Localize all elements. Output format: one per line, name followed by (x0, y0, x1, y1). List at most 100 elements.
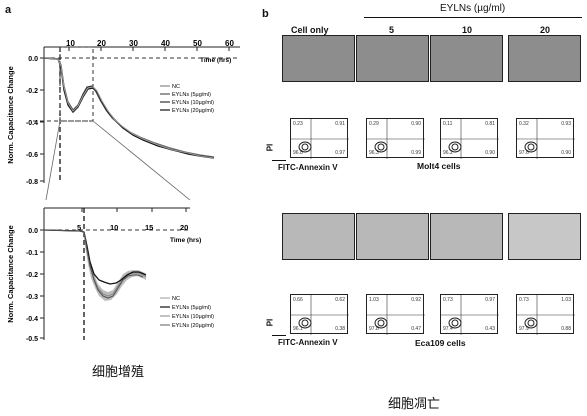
panel-a-caption: 细胞增殖 (92, 361, 144, 380)
bottom-ytick: -0.1 (26, 250, 38, 257)
bottom-ytick: -0.5 (26, 336, 38, 343)
top-ytick: -0.6 (26, 152, 38, 159)
top-xtick: 20 (97, 39, 106, 48)
eca109-pi-label: PI (265, 319, 274, 327)
q-ul: 0.11 (443, 121, 452, 127)
q-ul: 0.23 (293, 121, 303, 127)
bottom-ytick: -0.2 (26, 272, 38, 279)
q-ur: 0.91 (335, 121, 345, 127)
q-lr: 0.97 (335, 150, 345, 156)
bottom-legend-5: EYLNs (5µg/ml) (172, 305, 211, 311)
micrograph-eca109-20 (508, 213, 581, 260)
molt4-pi-label: PI (265, 144, 274, 152)
q-ur: 1.03 (561, 297, 571, 303)
flow-plot-eca109-control: 0.66 0.62 96.1 0.38 (290, 294, 348, 334)
top-legend-5: EYLNs (5µg/ml) (172, 92, 211, 98)
eca109-cells-label: Eca109 cells (415, 338, 466, 348)
q-ll: 97.9 (519, 326, 529, 332)
top-ytick: -0.2 (26, 88, 38, 95)
bottom-xtick: 5 (77, 223, 81, 232)
molt4-cells-label: Molt4 cells (417, 161, 460, 171)
q-lr: 0.43 (485, 326, 495, 332)
top-capacitance-chart: NC EYLNs (5µg/ml) EYLNs (10µg/ml) EYLNs … (0, 0, 270, 200)
bottom-capacitance-chart: NC EYLNs (5µg/ml) EYLNs (10µg/ml) EYLNs … (0, 200, 270, 350)
micrograph-molt4-control (282, 35, 355, 82)
eyln-header: EYLNs (µg/ml) (440, 3, 505, 14)
micrograph-molt4-10 (430, 35, 503, 82)
q-ul: 0.32 (519, 121, 529, 127)
q-ll: 97.4 (443, 326, 453, 332)
q-ur: 0.81 (485, 121, 495, 127)
q-ll: 96.2 (443, 150, 453, 156)
q-ur: 0.92 (411, 297, 421, 303)
q-lr: 0.90 (485, 150, 495, 156)
top-ytick: -0.8 (26, 179, 38, 186)
micrograph-eca109-5 (356, 213, 429, 260)
flow-plot-eca109-20: 0.73 1.03 97.9 0.88 (516, 294, 574, 334)
q-lr: 0.90 (561, 150, 571, 156)
top-legend-10: EYLNs (10µg/ml) (172, 100, 214, 106)
q-ur: 0.93 (561, 121, 571, 127)
top-ylabel: Norm. Capacitance Change (6, 66, 15, 164)
q-ll: 97.6 (519, 150, 529, 156)
col-label-5: 5 (389, 25, 394, 35)
top-ytick: -0.4 (26, 120, 38, 127)
top-legend-20: EYLNs (20µg/ml) (172, 108, 214, 114)
top-xtick: 40 (161, 39, 170, 48)
eca109-annexin-label: FITC-Annexin V (278, 338, 338, 347)
col-label-20: 20 (540, 25, 550, 35)
bottom-legend-nc: NC (172, 296, 180, 302)
bottom-legend-20: EYLNs (20µg/ml) (172, 323, 214, 329)
top-xtick: 10 (66, 39, 75, 48)
q-ul: 0.29 (369, 121, 379, 127)
micrograph-molt4-20 (508, 35, 581, 82)
top-ytick: 0.0 (28, 56, 38, 63)
q-ul: 0.73 (519, 297, 529, 303)
flow-plot-molt4-10: 0.11 0.81 96.2 0.90 (440, 118, 498, 158)
micrograph-eca109-control (282, 213, 355, 260)
bottom-ytick: -0.4 (26, 316, 38, 323)
flow-plot-eca109-10: 0.73 0.97 97.4 0.43 (440, 294, 498, 334)
flow-plot-molt4-5: 0.29 0.90 96.3 0.99 (366, 118, 424, 158)
q-ur: 0.90 (411, 121, 421, 127)
top-xtick: 30 (129, 39, 138, 48)
flow-plot-molt4-20: 0.32 0.93 97.6 0.90 (516, 118, 574, 158)
top-xlabel: Time (hrs) (200, 57, 231, 64)
bottom-xtick: 10 (110, 223, 118, 232)
micrograph-eca109-10 (430, 213, 503, 260)
q-ll: 96.3 (369, 150, 379, 156)
top-xtick: 60 (225, 39, 234, 48)
bottom-xlabel: Time (hrs) (170, 237, 201, 244)
bottom-legend-10: EYLNs (10µg/ml) (172, 314, 214, 320)
molt4-x-arrow-line (272, 160, 286, 161)
col-label-cell-only: Cell only (291, 25, 329, 35)
q-ll: 96.8 (293, 150, 303, 156)
top-xtick: 50 (193, 39, 202, 48)
q-ul: 1.03 (369, 297, 379, 303)
q-ur: 0.97 (485, 297, 495, 303)
panel-b-letter: b (262, 8, 269, 20)
eca109-x-arrow-line (272, 335, 286, 336)
bottom-xtick: 20 (180, 223, 188, 232)
flow-plot-molt4-control: 0.23 0.91 96.8 0.97 (290, 118, 348, 158)
panel-b-caption: 细胞凋亡 (388, 393, 440, 412)
q-ur: 0.62 (335, 297, 345, 303)
bottom-ylabel: Norm. Capacitance Change (6, 225, 15, 323)
eyln-header-rule (364, 17, 582, 18)
bottom-ytick: 0.0 (28, 228, 38, 235)
q-ll: 97.8 (369, 326, 379, 332)
bottom-xtick: 15 (145, 223, 153, 232)
q-lr: 0.88 (561, 326, 571, 332)
col-label-10: 10 (462, 25, 472, 35)
q-ul: 0.66 (293, 297, 303, 303)
q-ll: 96.1 (293, 326, 303, 332)
q-lr: 0.38 (335, 326, 345, 332)
flow-plot-eca109-5: 1.03 0.92 97.8 0.47 (366, 294, 424, 334)
q-lr: 0.99 (411, 150, 421, 156)
bottom-ytick: -0.3 (26, 294, 38, 301)
top-legend-nc: NC (172, 84, 180, 90)
q-ul: 0.73 (443, 297, 453, 303)
molt4-annexin-label: FITC-Annexin V (278, 163, 338, 172)
micrograph-molt4-5 (356, 35, 429, 82)
q-lr: 0.47 (411, 326, 421, 332)
